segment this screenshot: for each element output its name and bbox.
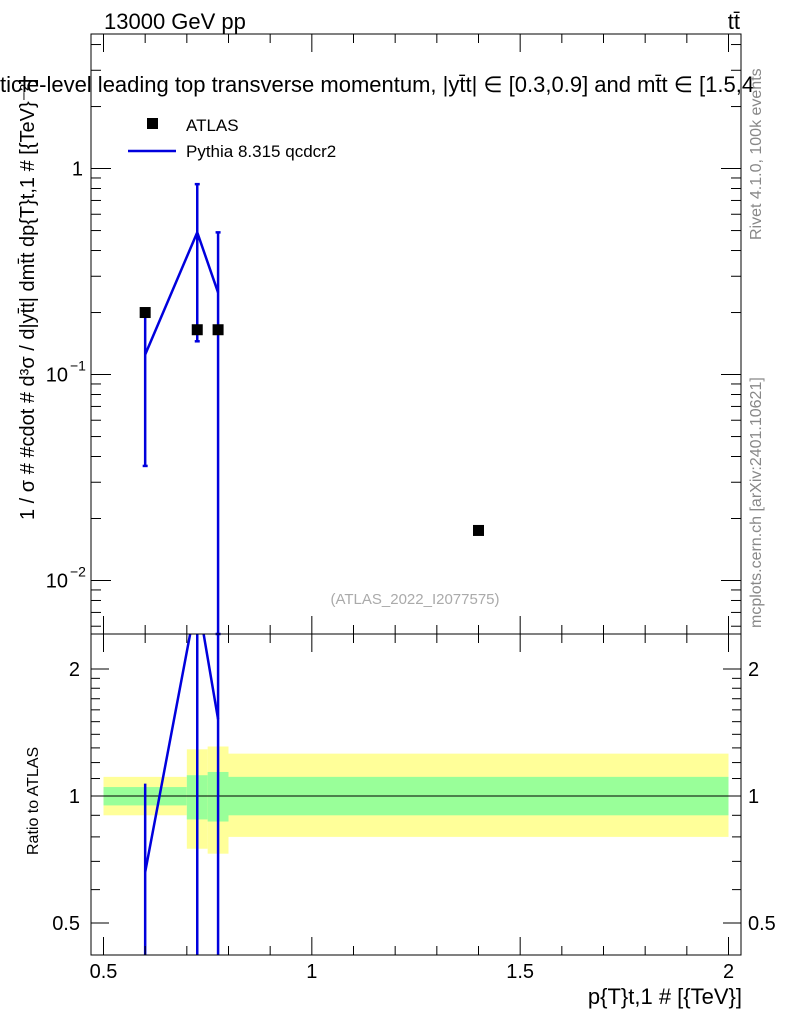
y-tick-label-main-1: 10 [46, 365, 68, 387]
y-tick-label-ratio-left-0: 0.5 [52, 913, 80, 935]
x-tick-label-3: 2 [723, 961, 734, 983]
atlas-point-2 [212, 324, 224, 336]
atlas-point-3 [473, 524, 484, 536]
mc-ratio-line [143, 634, 220, 873]
atlas-point-1 [191, 324, 203, 336]
y-tick-label-ratio-left-2: 2 [69, 659, 80, 681]
x-tick-label-0: 0.5 [90, 961, 118, 983]
y-tick-label-main-exp-2: −2 [70, 564, 86, 580]
mc-main-line [144, 228, 220, 356]
y-tick-label-ratio-right-1: 1 [748, 786, 759, 808]
atlas-data-points [139, 307, 484, 536]
x-tick-label-1: 1 [306, 961, 317, 983]
rivet-label: Rivet 4.1.0, 100k events [748, 68, 765, 240]
process-label: tt̄ [728, 9, 740, 34]
energy-label: 13000 GeV pp [104, 9, 246, 34]
atlas-point-0 [139, 307, 151, 319]
y-tick-label-main-2: 10 [46, 571, 68, 593]
watermark-analysis: (ATLAS_2022_I2077575) [330, 591, 499, 608]
y-axis-title-ratio: Ratio to ATLAS [25, 747, 42, 855]
legend-data-label: ATLAS [186, 116, 239, 135]
x-axis-title: p{T}t,1 # [{TeV}] [588, 984, 742, 1009]
ratio-panel-frame [90, 633, 742, 956]
legend-data-marker [147, 118, 158, 129]
plot-frames [90, 33, 742, 956]
axis-ticks [91, 34, 741, 955]
y-axis-title-main: 1 / σ # #cdot # d³σ / d|yt̄t| dmt̄t dp{T… [17, 79, 39, 520]
source-label: mcplots.cern.ch [arXiv:2401.10621] [748, 377, 765, 628]
y-tick-label-main-exp-1: −1 [70, 358, 86, 374]
mc-ratio-series [143, 634, 220, 955]
y-tick-label-ratio-left-1: 1 [69, 786, 80, 808]
y-tick-label-ratio-right-2: 2 [748, 659, 759, 681]
x-tick-label-2: 1.5 [506, 961, 534, 983]
ratio-uncertainty-bands [103, 746, 729, 854]
y-tick-label-main-0: 1 [72, 159, 83, 181]
y-tick-label-ratio-right-0: 0.5 [748, 913, 776, 935]
plot-title: ticle-level leading top transverse momen… [0, 72, 754, 97]
legend-mc-label: Pythia 8.315 qcdcr2 [186, 142, 336, 161]
mc-main-series [142, 182, 221, 636]
